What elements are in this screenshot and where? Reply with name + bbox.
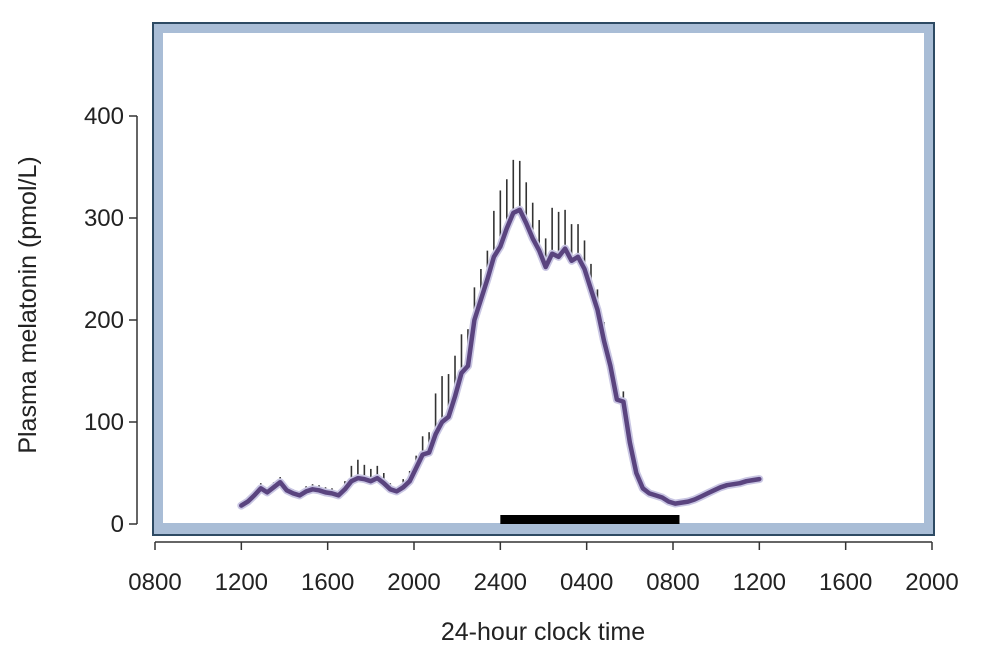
y-tick-label: 300: [84, 205, 124, 232]
x-tick-label: 0800: [128, 569, 181, 596]
x-tick-label: 0400: [560, 569, 613, 596]
x-tick-label: 1200: [215, 569, 268, 596]
y-tick-label: 100: [84, 409, 124, 436]
x-tick-label: 1200: [733, 569, 786, 596]
y-tick-label: 0: [111, 511, 124, 538]
y-axis-title: Plasma melatonin (pmol/L): [14, 156, 42, 453]
x-tick-label: 2000: [905, 569, 958, 596]
x-axis: 0800 1200 1600 2000 2400 0400 0800 1200 1600 2000: [128, 541, 959, 596]
plot-area: [163, 33, 924, 523]
x-tick-label: 2000: [387, 569, 440, 596]
y-tick-label: 400: [84, 103, 124, 130]
x-tick-label: 1600: [301, 569, 354, 596]
series-line: [239, 207, 762, 508]
y-axis: 0 100 200 300 400: [84, 103, 138, 538]
x-tick-label: 2400: [474, 569, 527, 596]
x-tick-label: 0800: [646, 569, 699, 596]
x-axis-title: 24-hour clock time: [441, 618, 645, 646]
x-tick-label: 1600: [819, 569, 872, 596]
time-bar: [500, 515, 680, 524]
y-tick-label: 200: [84, 307, 124, 334]
